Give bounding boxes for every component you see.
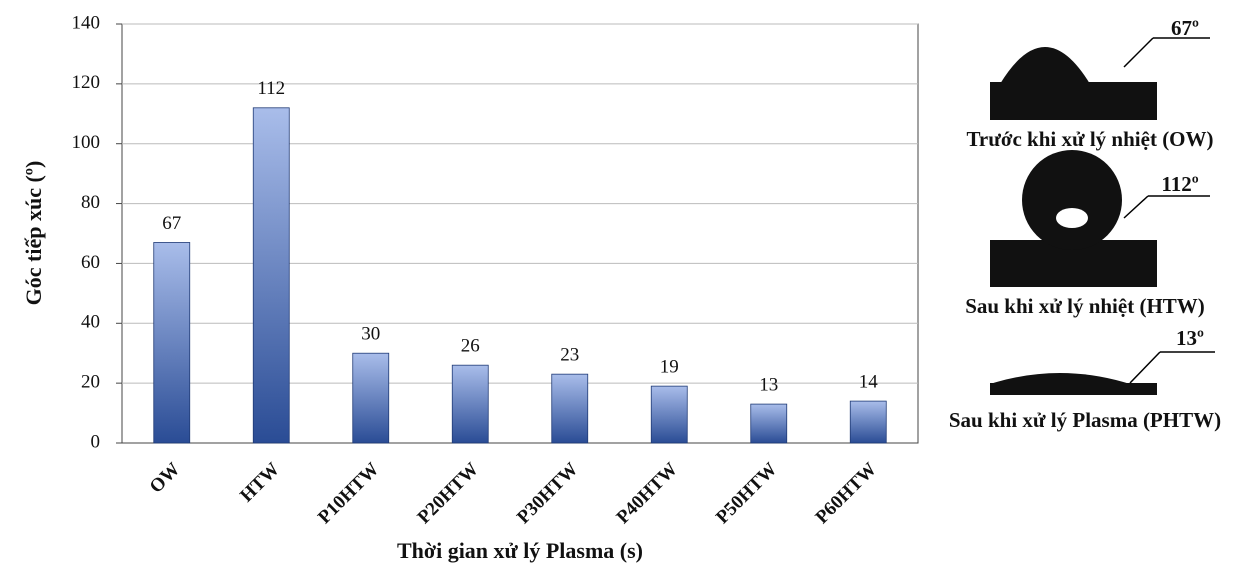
y-tick-label: 0 bbox=[91, 431, 101, 452]
bar bbox=[353, 353, 389, 443]
value-label: 112 bbox=[257, 78, 285, 99]
value-label: 19 bbox=[660, 356, 679, 377]
value-label: 14 bbox=[859, 371, 879, 392]
image-caption: Sau khi xử lý nhiệt (HTW) bbox=[965, 294, 1205, 318]
x-tick-label: HTW bbox=[236, 459, 284, 507]
value-label: 30 bbox=[361, 324, 380, 345]
bar bbox=[751, 404, 787, 443]
bar bbox=[452, 365, 488, 443]
bar bbox=[850, 401, 886, 443]
angle-label: 13º bbox=[1176, 326, 1204, 350]
y-tick-label: 40 bbox=[81, 312, 100, 333]
y-tick-label: 20 bbox=[81, 372, 100, 393]
chart: Góc tiếp xúc (º) Thời gian xử lý Plasma … bbox=[0, 0, 1256, 568]
x-tick-label: P10HTW bbox=[314, 459, 383, 528]
value-label: 23 bbox=[560, 345, 579, 366]
y-axis-label: Góc tiếp xúc (º) bbox=[21, 161, 46, 306]
x-tick-label: P50HTW bbox=[712, 459, 781, 528]
y-tick-label: 100 bbox=[72, 132, 101, 153]
x-axis-label: Thời gian xử lý Plasma (s) bbox=[397, 538, 643, 563]
y-tick-label: 60 bbox=[81, 252, 100, 273]
x-tick-label: P30HTW bbox=[513, 459, 582, 528]
y-tick-label: 80 bbox=[81, 192, 100, 213]
value-label: 13 bbox=[759, 374, 778, 395]
angle-label: 112º bbox=[1161, 172, 1198, 196]
bar bbox=[552, 374, 588, 443]
y-tick-label: 120 bbox=[72, 72, 101, 93]
x-tick-label: P60HTW bbox=[812, 459, 881, 528]
image-caption: Trước khi xử lý nhiệt (OW) bbox=[966, 127, 1213, 151]
bar bbox=[154, 242, 190, 443]
value-label: 67 bbox=[162, 213, 181, 234]
y-tick-label: 140 bbox=[72, 12, 101, 33]
angle-label: 67º bbox=[1171, 16, 1199, 40]
x-tick-label: P40HTW bbox=[613, 459, 682, 528]
x-tick-label: P20HTW bbox=[414, 459, 483, 528]
value-label: 26 bbox=[461, 336, 480, 357]
image-caption: Sau khi xử lý Plasma (PHTW) bbox=[949, 408, 1221, 432]
x-tick-label: OW bbox=[146, 459, 185, 498]
bar bbox=[651, 386, 687, 443]
bar bbox=[253, 108, 289, 443]
plot-frame bbox=[122, 24, 918, 443]
